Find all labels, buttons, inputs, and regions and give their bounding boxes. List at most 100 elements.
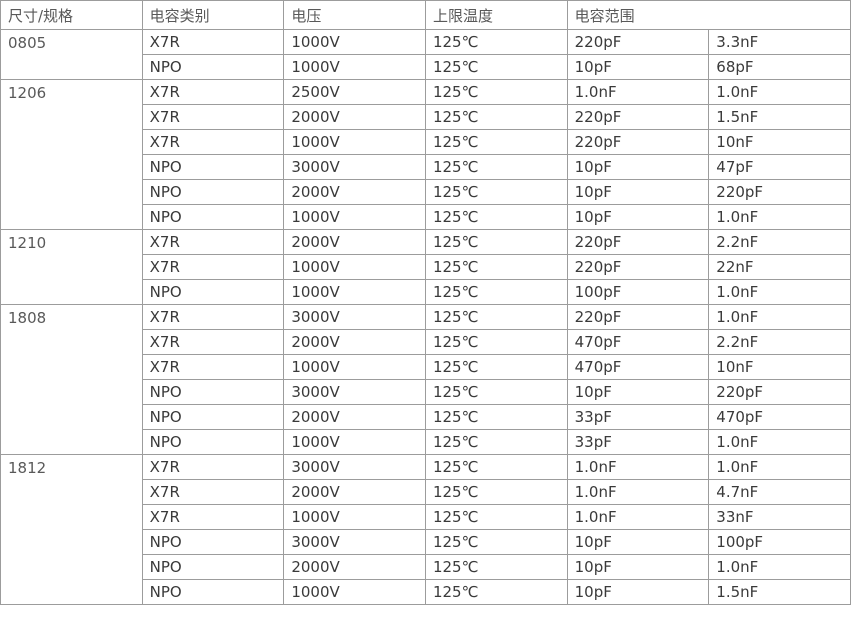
cell-voltage: 2000V xyxy=(283,179,426,205)
cell-voltage: 2000V xyxy=(283,329,426,355)
cell-cap-max: 68pF xyxy=(708,54,851,80)
cell-cap-min: 100pF xyxy=(566,279,710,305)
table-row: X7R 1000V 125℃ 470pF 10nF xyxy=(1,354,851,380)
cell-cap-min: 10pF xyxy=(566,529,710,555)
cell-voltage: 2000V xyxy=(283,229,426,255)
table-header: 尺寸/规格 电容类别 电压 上限温度 电容范围 xyxy=(0,0,851,30)
table-row: X7R 2000V 125℃ 470pF 2.2nF xyxy=(1,329,851,355)
cell-cap-min: 220pF xyxy=(566,129,710,155)
cell-temp: 125℃ xyxy=(424,329,568,355)
cell-cap-max: 3.3nF xyxy=(708,29,851,55)
table-row: NPO 3000V 125℃ 10pF 100pF xyxy=(1,529,851,555)
cell-cap-max: 33nF xyxy=(708,504,851,530)
cell-cap-min: 220pF xyxy=(566,229,710,255)
cell-cap-min: 1.0nF xyxy=(566,454,710,480)
cell-cap-max: 1.0nF xyxy=(708,279,851,305)
cell-cap-max: 1.0nF xyxy=(708,554,851,580)
cell-type: NPO xyxy=(141,279,285,305)
table-row: NPO 3000V 125℃ 10pF 220pF xyxy=(1,379,851,405)
cell-type: NPO xyxy=(141,54,285,80)
cell-cap-max: 2.2nF xyxy=(708,329,851,355)
table-row: NPO 1000V 125℃ 10pF 68pF xyxy=(1,54,851,80)
capacitor-spec-table: 尺寸/规格 电容类别 电压 上限温度 电容范围 0805 X7R 1000V 125℃… xyxy=(0,0,851,605)
cell-temp: 125℃ xyxy=(424,454,568,480)
table-row: NPO 2000V 125℃ 10pF 220pF xyxy=(1,179,851,205)
cell-cap-min: 10pF xyxy=(566,204,710,230)
cell-voltage: 2000V xyxy=(283,479,426,505)
table-row: X7R 1000V 125℃ 1.0nF 33nF xyxy=(1,504,851,530)
cell-cap-max: 1.0nF xyxy=(708,79,851,105)
cell-cap-max: 1.0nF xyxy=(708,454,851,480)
cell-cap-max: 220pF xyxy=(708,179,851,205)
cell-temp: 125℃ xyxy=(424,304,568,330)
cell-type: NPO xyxy=(141,579,285,605)
cell-cap-max: 220pF xyxy=(708,379,851,405)
cell-voltage: 3000V xyxy=(283,454,426,480)
cell-cap-min: 470pF xyxy=(566,354,710,380)
cell-size: 1206 xyxy=(0,79,143,230)
cell-cap-max: 1.0nF xyxy=(708,429,851,455)
cell-temp: 125℃ xyxy=(424,129,568,155)
cell-cap-min: 1.0nF xyxy=(566,479,710,505)
cell-temp: 125℃ xyxy=(424,404,568,430)
table-row: NPO 1000V 125℃ 10pF 1.0nF xyxy=(1,204,851,230)
cell-cap-max: 1.5nF xyxy=(708,579,851,605)
cell-size: 1210 xyxy=(0,229,143,305)
cell-cap-min: 10pF xyxy=(566,579,710,605)
cell-cap-min: 33pF xyxy=(566,429,710,455)
table-row: NPO 2000V 125℃ 10pF 1.0nF xyxy=(1,554,851,580)
cell-type: X7R xyxy=(141,29,285,55)
cell-type: X7R xyxy=(141,254,285,280)
cell-type: NPO xyxy=(141,204,285,230)
cell-temp: 125℃ xyxy=(424,29,568,55)
cell-voltage: 3000V xyxy=(283,304,426,330)
cell-cap-max: 10nF xyxy=(708,354,851,380)
table-row: NPO 3000V 125℃ 10pF 47pF xyxy=(1,154,851,180)
cell-cap-min: 10pF xyxy=(566,554,710,580)
cell-cap-min: 220pF xyxy=(566,104,710,130)
cell-temp: 125℃ xyxy=(424,154,568,180)
cell-cap-min: 10pF xyxy=(566,179,710,205)
cell-cap-max: 22nF xyxy=(708,254,851,280)
table-row: X7R 2000V 125℃ 220pF 1.5nF xyxy=(1,104,851,130)
header-row: 尺寸/规格 电容类别 电压 上限温度 电容范围 xyxy=(0,0,851,30)
cell-cap-max: 1.5nF xyxy=(708,104,851,130)
cell-cap-max: 470pF xyxy=(708,404,851,430)
cell-cap-min: 33pF xyxy=(566,404,710,430)
cell-cap-min: 10pF xyxy=(566,154,710,180)
cell-size: 0805 xyxy=(0,29,143,80)
cell-cap-min: 220pF xyxy=(566,29,710,55)
cell-temp: 125℃ xyxy=(424,179,568,205)
cell-temp: 125℃ xyxy=(424,354,568,380)
cell-temp: 125℃ xyxy=(424,79,568,105)
cell-cap-min: 220pF xyxy=(566,304,710,330)
cell-temp: 125℃ xyxy=(424,254,568,280)
cell-voltage: 1000V xyxy=(283,504,426,530)
cell-type: NPO xyxy=(141,404,285,430)
cell-voltage: 1000V xyxy=(283,129,426,155)
cell-type: X7R xyxy=(141,454,285,480)
cell-type: X7R xyxy=(141,329,285,355)
table-row: X7R 1000V 125℃ 220pF 10nF xyxy=(1,129,851,155)
cell-cap-min: 10pF xyxy=(566,54,710,80)
table-row: NPO 1000V 125℃ 33pF 1.0nF xyxy=(1,429,851,455)
cell-cap-max: 1.0nF xyxy=(708,304,851,330)
cell-temp: 125℃ xyxy=(424,54,568,80)
header-cap-range: 电容范围 xyxy=(566,0,851,30)
cell-voltage: 1000V xyxy=(283,204,426,230)
cell-cap-max: 47pF xyxy=(708,154,851,180)
cell-temp: 125℃ xyxy=(424,279,568,305)
cell-type: X7R xyxy=(141,304,285,330)
cell-cap-min: 470pF xyxy=(566,329,710,355)
cell-cap-max: 2.2nF xyxy=(708,229,851,255)
cell-cap-max: 1.0nF xyxy=(708,204,851,230)
cell-voltage: 2000V xyxy=(283,404,426,430)
cell-type: X7R xyxy=(141,229,285,255)
cell-type: NPO xyxy=(141,554,285,580)
cell-voltage: 2500V xyxy=(283,79,426,105)
cell-type: X7R xyxy=(141,504,285,530)
cell-temp: 125℃ xyxy=(424,479,568,505)
cell-temp: 125℃ xyxy=(424,104,568,130)
cell-type: NPO xyxy=(141,529,285,555)
cell-cap-min: 1.0nF xyxy=(566,504,710,530)
